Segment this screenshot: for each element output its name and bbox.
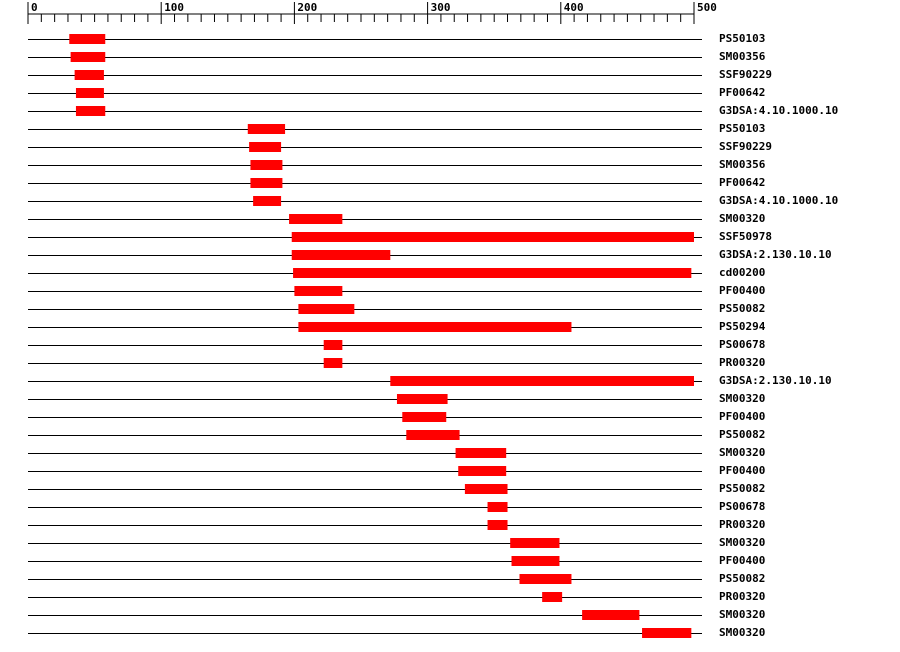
domain-bar [511,556,560,566]
row-label: G3DSA:4.10.1000.10 [719,104,838,117]
row-label: PS50082 [719,302,765,315]
row-label: PS50103 [719,32,765,45]
domain-bar [519,574,572,584]
row-label: cd00200 [719,266,765,279]
row-label: G3DSA:4.10.1000.10 [719,194,838,207]
row-label: SM00320 [719,446,765,459]
domain-bar [298,304,355,314]
row-label: PS50082 [719,428,765,441]
row-label: PS50082 [719,482,765,495]
domain-bar [406,430,460,440]
x-tick-label: 500 [697,1,717,14]
row-label: G3DSA:2.130.10.10 [719,248,832,261]
x-tick-label: 100 [164,1,184,14]
domain-bar [464,484,508,494]
domain-bar [298,322,572,332]
domain-bar [75,106,106,116]
row-label: SM00320 [719,626,765,639]
row-label: SM00320 [719,212,765,225]
row-label: PF00642 [719,86,765,99]
domain-bar [69,34,106,44]
domain-bar [390,376,694,386]
domain-bar [293,268,692,278]
domain-bar [70,52,106,62]
row-label: PR00320 [719,518,765,531]
domain-bar [458,466,507,476]
x-tick-label: 300 [431,1,451,14]
row-label: SM00320 [719,536,765,549]
domain-bar [289,214,343,224]
row-label: G3DSA:2.130.10.10 [719,374,832,387]
domain-bar [323,358,343,368]
domain-bar [510,538,560,548]
row-label: PF00400 [719,410,765,423]
row-label: PF00400 [719,464,765,477]
domain-bar [294,286,343,296]
domain-bar [402,412,447,422]
row-label: PS50103 [719,122,765,135]
row-label: PS50082 [719,572,765,585]
row-label: SSF50978 [719,230,772,243]
domain-bar [253,196,282,206]
row-label: SM00356 [719,50,766,63]
row-label: SSF90229 [719,140,772,153]
row-label: PF00400 [719,284,765,297]
domain-bar [250,178,283,188]
domain-bar [249,142,282,152]
row-label: PS00678 [719,500,765,513]
domain-bar [455,448,507,458]
x-tick-label: 400 [564,1,584,14]
domain-bar [291,250,391,260]
row-label: PF00400 [719,554,765,567]
x-tick-label: 0 [31,1,38,14]
row-label: PR00320 [719,356,765,369]
row-label: PR00320 [719,590,765,603]
domain-bar [250,160,283,170]
x-tick-label: 200 [297,1,317,14]
row-label: SM00320 [719,608,765,621]
domain-bar [396,394,448,404]
row-label: SM00356 [719,158,766,171]
domain-bar [74,70,104,80]
domain-bar [291,232,694,242]
domain-bar [582,610,640,620]
domain-bar [323,340,343,350]
domain-bar [642,628,692,638]
domain-bar [247,124,286,134]
domain-bar [487,520,508,530]
domain-bar [75,88,104,98]
domain-bar [542,592,563,602]
row-label: SSF90229 [719,68,772,81]
row-label: PF00642 [719,176,765,189]
domain-bar [487,502,508,512]
row-label: SM00320 [719,392,765,405]
row-label: PS00678 [719,338,765,351]
row-label: PS50294 [719,320,766,333]
